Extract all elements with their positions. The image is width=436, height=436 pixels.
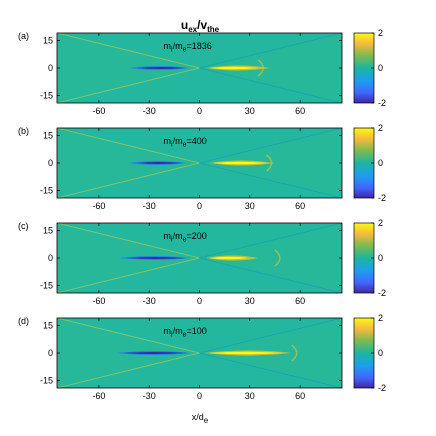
panel-label: (b): [18, 126, 29, 136]
separatrix-ur: [199, 223, 342, 259]
jet-negative-core: [123, 352, 188, 354]
x-tick-label: 60: [295, 391, 305, 401]
colorbar-tick-label: 0: [378, 63, 383, 73]
mass-ratio-label: mi/me=100: [164, 326, 207, 339]
x-tick-label: -60: [92, 391, 105, 401]
jet-positive-core: [213, 161, 267, 165]
y-tick-label: -15: [40, 186, 53, 196]
y-tick-label: -15: [40, 281, 53, 291]
mass-ratio-label: mi/me=400: [164, 136, 207, 149]
jet-negative-core: [127, 257, 186, 259]
x-tick-label: 60: [295, 106, 305, 116]
colorbar-tick-label: 2: [378, 313, 383, 323]
colorbar-tick-label: 0: [378, 253, 383, 263]
colorbar-tick-label: -2: [378, 383, 386, 393]
separatrix-lr: [199, 162, 342, 198]
y-tick-label: 15: [43, 130, 53, 140]
outflow-front: [274, 249, 281, 267]
jet-positive-core: [210, 256, 250, 260]
heatmap-0: [57, 33, 342, 103]
heatmap-1: [57, 128, 342, 198]
separatrix-ul: [57, 318, 200, 354]
separatrix-lr: [199, 257, 342, 293]
panel-label: (a): [18, 31, 29, 41]
x-tick-label: 0: [197, 391, 202, 401]
y-tick-label: 15: [43, 225, 53, 235]
x-tick-label: 0: [197, 201, 202, 211]
outflow-front: [291, 344, 298, 362]
x-tick-label: 30: [245, 296, 255, 306]
x-tick-label: 30: [245, 391, 255, 401]
separatrix-ll: [57, 67, 200, 103]
x-tick-label: 0: [197, 106, 202, 116]
separatrix-ur: [199, 128, 342, 164]
colorbar-tick-label: -2: [378, 288, 386, 298]
wedge-right: [199, 223, 342, 293]
panel-3: (d) mi/me=100 -60 -30 0 30 60 15 0 -15 2 0 -2: [18, 313, 386, 401]
panel-label: (c): [18, 221, 29, 231]
jet-negative-core: [137, 162, 183, 164]
separatrix-ll: [57, 257, 200, 293]
mass-ratio-label: mi/me=200: [164, 231, 207, 244]
separatrix-ul: [57, 128, 200, 164]
panel-1: (b) mi/me=400 -60 -30 0 30 60 15 0 -15 2 0 -2: [18, 123, 386, 211]
panel-0: (a) mi/me=1836 -60 -30 0 30 60 15 0 -15 2 0 -2: [18, 28, 386, 116]
heatmap-3: [57, 318, 342, 388]
x-tick-label: -30: [143, 201, 156, 211]
x-tick-label: 30: [245, 106, 255, 116]
x-tick-label: 30: [245, 201, 255, 211]
separatrix-lr: [199, 352, 342, 388]
mass-ratio-label: mi/me=1836: [164, 41, 212, 54]
colorbar-tick-label: 0: [378, 158, 383, 168]
colorbar-tick-label: 2: [378, 28, 383, 38]
separatrix-ul: [57, 33, 200, 69]
separatrix-ll: [57, 162, 200, 198]
panels: (a) mi/me=1836 -60 -30 0 30 60 15 0 -15 2 0 -2 (b) mi/…: [18, 28, 386, 401]
figure-title: uex/vthe: [181, 18, 220, 34]
y-tick-label: 15: [43, 35, 53, 45]
panel-2: (c) mi/me=200 -60 -30 0 30 60 15 0 -15 2 0 -2: [18, 218, 386, 306]
y-tick-label: 0: [48, 158, 53, 168]
separatrix-ur: [199, 318, 342, 354]
jet-positive-core: [210, 66, 259, 70]
separatrix-ul: [57, 223, 200, 259]
wedge-right: [199, 33, 342, 103]
colorbar-tick-label: 2: [378, 123, 383, 133]
heatmap-2: [57, 223, 342, 293]
separatrix-ur: [199, 33, 342, 69]
y-tick-label: 0: [48, 253, 53, 263]
colorbar-tick-label: 0: [378, 348, 383, 358]
x-tick-label: -60: [92, 296, 105, 306]
separatrix-ll: [57, 352, 200, 388]
x-tick-label: 0: [197, 296, 202, 306]
x-tick-label: -60: [92, 201, 105, 211]
x-tick-label: -30: [143, 296, 156, 306]
colorbar-tick-label: 2: [378, 218, 383, 228]
x-tick-label: 60: [295, 201, 305, 211]
panel-label: (d): [18, 316, 29, 326]
y-tick-label: 0: [48, 63, 53, 73]
x-tick-label: -30: [143, 391, 156, 401]
x-tick-label: 60: [295, 296, 305, 306]
y-tick-label: 0: [48, 348, 53, 358]
x-tick-label: -30: [143, 106, 156, 116]
y-tick-label: -15: [40, 376, 53, 386]
y-tick-label: -15: [40, 91, 53, 101]
y-tick-label: 15: [43, 320, 53, 330]
jet-negative-core: [137, 67, 186, 69]
colorbar-tick-label: -2: [378, 193, 386, 203]
x-axis-label: x/de: [192, 412, 209, 425]
wedge-left: [57, 128, 200, 198]
wedge-left: [57, 33, 200, 103]
colorbar-tick-label: -2: [378, 98, 386, 108]
jet-positive-core: [208, 351, 284, 355]
separatrix-lr: [199, 67, 342, 103]
x-tick-label: -60: [92, 106, 105, 116]
